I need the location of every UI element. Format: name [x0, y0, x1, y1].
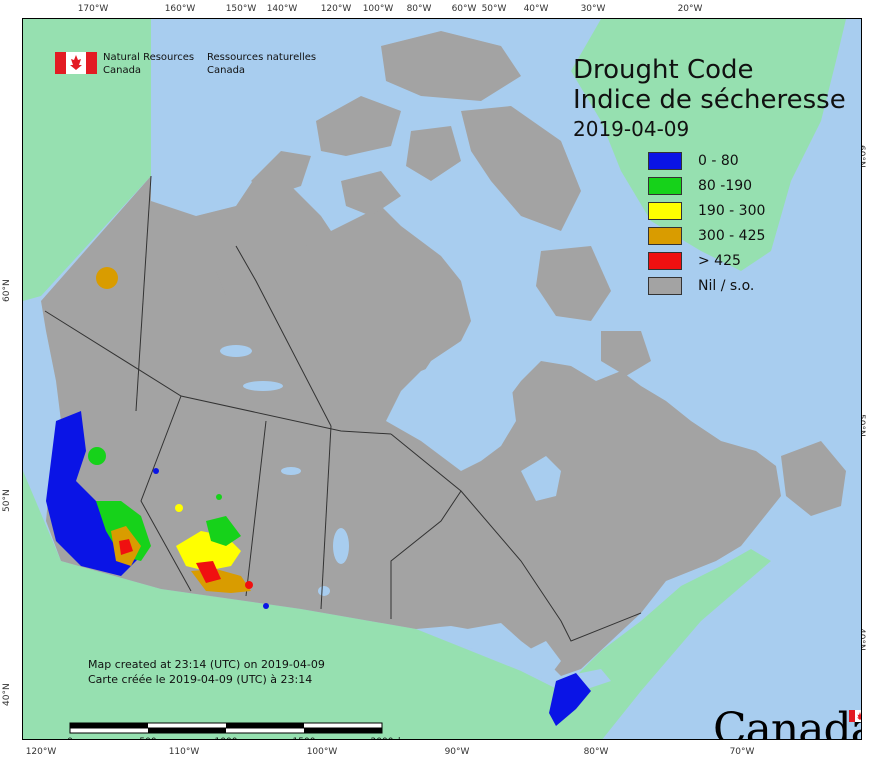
- james-bay: [521, 456, 561, 501]
- left-lat-label: 60°N: [2, 279, 12, 302]
- arctic-islands: [216, 31, 651, 376]
- scale-tick: 2000: [371, 737, 394, 739]
- legend-item: 190 - 300: [648, 202, 848, 222]
- legend-label: 80 -190: [698, 178, 753, 194]
- greenland-region: [571, 19, 846, 271]
- map-title-block: Drought Code Indice de sécheresse 2019-0…: [573, 55, 846, 143]
- legend-swatch: [648, 277, 682, 295]
- legend-swatch: [648, 227, 682, 245]
- map-title-en: Drought Code: [573, 55, 754, 85]
- usa-region: [23, 471, 771, 739]
- map-title-fr: Indice de sécheresse: [573, 85, 846, 115]
- scale-unit: km: [398, 737, 412, 739]
- patch-190-300: [175, 504, 183, 512]
- agency-name-en: Natural Resources: [103, 52, 195, 63]
- legend-item: 300 - 425: [648, 227, 848, 247]
- scale-tick: 500: [139, 737, 156, 739]
- map-canvas: Natural Resources Canada Ressources natu…: [22, 18, 862, 740]
- top-lon-label: 170°W: [77, 4, 109, 14]
- inland-lakes: [220, 345, 349, 596]
- map-date: 2019-04-09: [573, 117, 690, 141]
- top-lon-label: 40°W: [523, 4, 549, 14]
- scale-tick: 1000: [215, 737, 238, 739]
- agency-name-fr: Ressources naturelles: [207, 52, 317, 63]
- patch-0-80: [263, 603, 269, 609]
- legend-item: 80 -190: [648, 177, 848, 197]
- canada-wordmark: Canada: [713, 704, 862, 740]
- newfoundland: [781, 441, 846, 516]
- left-lat-label: 50°N: [2, 489, 12, 512]
- footnote-en: Map created at 23:14 (UTC) on 2019-04-09: [88, 658, 325, 671]
- scale-tick: 0: [67, 737, 73, 739]
- hudson-bay: [386, 346, 516, 471]
- patch-80-190: [206, 516, 241, 546]
- canada-flag-icon: [55, 52, 97, 74]
- map-svg: [23, 19, 861, 739]
- bottom-lon-label: 120°W: [25, 747, 57, 757]
- legend-item: > 425: [648, 252, 848, 272]
- patch-0-80: [153, 468, 159, 474]
- legend-label: 300 - 425: [698, 228, 766, 244]
- footnote-fr: Carte créée le 2019-04-09 (UTC) à 23:14: [88, 673, 313, 686]
- bottom-lon-label: 90°W: [444, 747, 470, 757]
- patch-80-190: [216, 494, 222, 500]
- bottom-lon-label: 110°W: [168, 747, 200, 757]
- patch-gt-425: [119, 539, 133, 555]
- agency-country-fr: Canada: [207, 65, 246, 76]
- top-lon-label: 20°W: [677, 4, 703, 14]
- legend-label: 190 - 300: [698, 203, 766, 219]
- bottom-lon-label: 80°W: [583, 747, 609, 757]
- province-borders: [44, 175, 642, 642]
- top-lon-label: 140°W: [266, 4, 298, 14]
- legend-label: Nil / s.o.: [698, 278, 755, 294]
- bottom-lon-label: 100°W: [306, 747, 338, 757]
- legend-swatch: [648, 177, 682, 195]
- drought-patches: [46, 267, 591, 726]
- patch-gt-425: [196, 561, 221, 583]
- top-lon-label: 60°W: [451, 4, 477, 14]
- top-lon-label: 100°W: [362, 4, 394, 14]
- legend-label: > 425: [698, 253, 741, 269]
- scale-bar: 0 500 1000 1500 2000 km: [67, 721, 412, 739]
- top-lon-label: 160°W: [164, 4, 196, 14]
- top-lon-label: 150°W: [225, 4, 257, 14]
- top-lon-label: 80°W: [406, 4, 432, 14]
- legend-item: 0 - 80: [648, 152, 848, 172]
- patch-0-80: [549, 673, 591, 726]
- top-lon-label: 120°W: [320, 4, 352, 14]
- alaska-region: [23, 19, 151, 301]
- top-lon-label: 30°W: [580, 4, 606, 14]
- scale-bar-graphic: [69, 722, 383, 734]
- patch-gt-425: [245, 581, 253, 589]
- legend-swatch: [648, 202, 682, 220]
- map-footnote: Map created at 23:14 (UTC) on 2019-04-09…: [88, 657, 325, 687]
- legend-item: Nil / s.o.: [648, 277, 848, 297]
- patch-300-425: [96, 267, 118, 289]
- scale-tick: 1500: [293, 737, 316, 739]
- agency-country-en: Canada: [103, 65, 142, 76]
- wordmark-text: Canada: [713, 704, 862, 740]
- legend-swatch: [648, 252, 682, 270]
- bottom-lon-label: 70°W: [729, 747, 755, 757]
- patch-80-190: [88, 447, 106, 465]
- left-lat-label: 40°N: [2, 683, 12, 706]
- legend-label: 0 - 80: [698, 153, 739, 169]
- top-lon-label: 50°W: [481, 4, 507, 14]
- wordmark-flag-icon: [849, 710, 861, 722]
- legend-swatch: [648, 152, 682, 170]
